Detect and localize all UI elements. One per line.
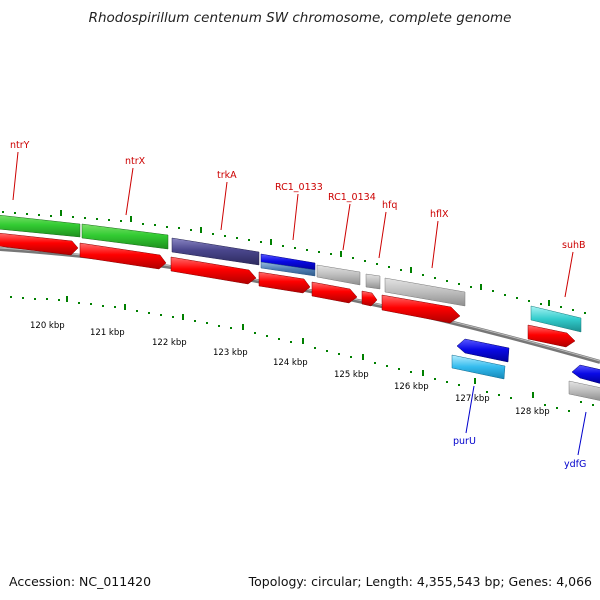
gene-label-RC1_0134[interactable]: RC1_0134	[328, 192, 376, 203]
accession-text: Accession: NC_011420	[9, 574, 152, 589]
cds-arrow	[258, 271, 311, 294]
kbp-label: 125 kbp	[334, 370, 369, 380]
feature-hflX-cog	[384, 277, 466, 307]
cds-arrow-reverse	[571, 364, 600, 384]
feature-purU-cog	[451, 354, 506, 380]
feature-RC1_0134-cog	[316, 264, 361, 286]
outer-tick-row	[2, 210, 586, 314]
gene-label-purU[interactable]: purU	[453, 436, 476, 447]
genome-summary-text: Topology: circular; Length: 4,355,543 bp…	[248, 574, 592, 589]
gene-label-hflX[interactable]: hflX	[430, 209, 449, 220]
kbp-label: 122 kbp	[152, 338, 187, 348]
gene-label-hfq[interactable]: hfq	[382, 200, 397, 211]
feature-RC1_0133-cog-lower	[260, 261, 316, 277]
cds-arrow	[361, 290, 378, 307]
cds-arrow	[311, 281, 358, 304]
feature-ntrX-cog	[81, 223, 169, 250]
gene-label-ntrX[interactable]: ntrX	[125, 156, 146, 167]
feature-ntrY-cog	[0, 214, 81, 238]
cds-row-forward	[0, 232, 576, 348]
cog-feature-row	[0, 214, 582, 333]
cds-arrow	[79, 242, 167, 270]
cds-arrow	[381, 294, 461, 324]
gene-label-suhB[interactable]: suhB	[562, 240, 586, 251]
kbp-label: 127 kbp	[455, 394, 490, 404]
cds-arrow	[170, 256, 257, 285]
gene-leader-lines	[12, 151, 587, 456]
cds-arrow	[527, 324, 576, 348]
gene-label-ntrY[interactable]: ntrY	[10, 140, 30, 151]
kbp-labels: 120 kbp 121 kbp 122 kbp 123 kbp 124 kbp …	[30, 321, 550, 417]
kbp-label: 128 kbp	[515, 407, 550, 417]
feature-ydfG-cog	[568, 380, 600, 401]
gene-label-trkA[interactable]: trkA	[217, 170, 237, 181]
feature-trkA-cog	[171, 237, 260, 266]
gene-labels: ntrY ntrX trkA RC1_0133 RC1_0134 hfq hfl…	[10, 140, 586, 470]
feature-suhB-cog	[530, 305, 582, 333]
kbp-label: 121 kbp	[90, 328, 125, 338]
scale-tick-row	[10, 296, 594, 412]
kbp-label: 124 kbp	[273, 358, 308, 368]
cds-row-reverse	[451, 338, 600, 401]
feature-hfq-cog	[365, 273, 381, 290]
kbp-label: 126 kbp	[394, 382, 429, 392]
gene-label-ydfG[interactable]: ydfG	[564, 459, 586, 470]
kbp-label: 120 kbp	[30, 321, 65, 331]
gene-label-RC1_0133[interactable]: RC1_0133	[275, 182, 323, 193]
kbp-label: 123 kbp	[213, 348, 248, 358]
cds-arrow-reverse	[456, 338, 510, 363]
cds-arrow	[0, 232, 79, 256]
map-title: Rhodospirillum centenum SW chromosome, c…	[88, 10, 512, 26]
